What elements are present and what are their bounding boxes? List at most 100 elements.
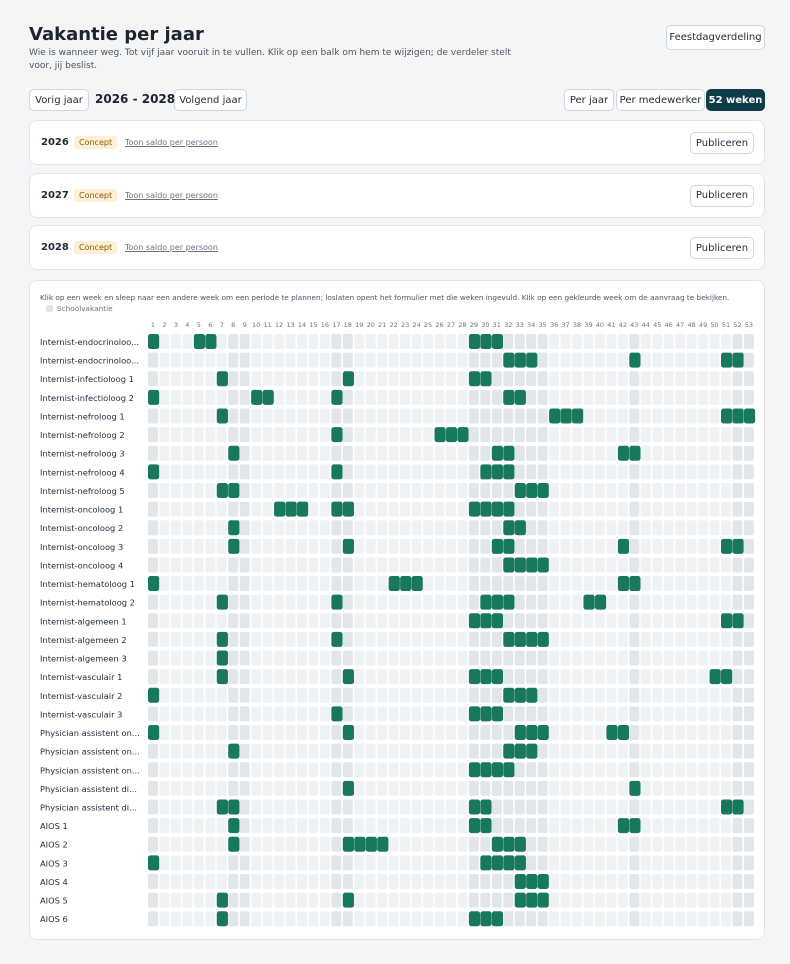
empty-week[interactable] bbox=[721, 464, 731, 480]
school-week[interactable] bbox=[629, 743, 640, 759]
empty-week[interactable] bbox=[709, 538, 720, 554]
school-week[interactable] bbox=[342, 743, 353, 759]
empty-week[interactable] bbox=[354, 631, 365, 647]
booked-week[interactable] bbox=[480, 613, 492, 629]
school-week[interactable] bbox=[743, 743, 754, 759]
empty-week[interactable] bbox=[388, 650, 399, 666]
school-week[interactable] bbox=[514, 576, 525, 592]
empty-week[interactable] bbox=[285, 650, 296, 666]
school-week[interactable] bbox=[732, 706, 743, 722]
school-week[interactable] bbox=[331, 873, 342, 889]
empty-week[interactable] bbox=[182, 482, 193, 498]
empty-week[interactable] bbox=[698, 743, 709, 759]
school-week[interactable] bbox=[331, 855, 342, 871]
empty-week[interactable] bbox=[205, 687, 216, 703]
empty-week[interactable] bbox=[709, 408, 720, 424]
school-week[interactable] bbox=[629, 501, 640, 517]
empty-week[interactable] bbox=[434, 687, 445, 703]
school-week[interactable] bbox=[743, 464, 754, 480]
empty-week[interactable] bbox=[721, 427, 731, 443]
booked-week[interactable] bbox=[388, 576, 400, 592]
empty-week[interactable] bbox=[606, 538, 617, 554]
empty-week[interactable] bbox=[296, 576, 307, 592]
school-week[interactable] bbox=[491, 725, 502, 741]
empty-week[interactable] bbox=[686, 520, 697, 536]
empty-week[interactable] bbox=[377, 818, 388, 834]
empty-week[interactable] bbox=[445, 743, 456, 759]
empty-week[interactable] bbox=[296, 334, 307, 349]
view-button[interactable]: Per medewerker bbox=[616, 89, 705, 111]
empty-week[interactable] bbox=[560, 352, 571, 368]
empty-week[interactable] bbox=[193, 501, 204, 517]
school-week[interactable] bbox=[148, 836, 158, 852]
booked-week[interactable] bbox=[480, 334, 492, 349]
empty-week[interactable] bbox=[216, 557, 227, 573]
school-week[interactable] bbox=[480, 408, 491, 424]
empty-week[interactable] bbox=[434, 911, 445, 927]
empty-week[interactable] bbox=[216, 538, 227, 554]
school-week[interactable] bbox=[537, 613, 548, 629]
empty-week[interactable] bbox=[365, 706, 376, 722]
school-week[interactable] bbox=[239, 706, 250, 722]
empty-week[interactable] bbox=[663, 501, 674, 517]
empty-week[interactable] bbox=[170, 352, 181, 368]
booked-week[interactable] bbox=[228, 743, 240, 759]
empty-week[interactable] bbox=[251, 501, 262, 517]
empty-week[interactable] bbox=[640, 743, 651, 759]
empty-week[interactable] bbox=[182, 389, 193, 405]
empty-week[interactable] bbox=[640, 687, 651, 703]
booked-week[interactable] bbox=[514, 631, 526, 647]
empty-week[interactable] bbox=[354, 464, 365, 480]
empty-week[interactable] bbox=[400, 911, 411, 927]
empty-week[interactable] bbox=[652, 706, 663, 722]
empty-week[interactable] bbox=[594, 334, 605, 349]
empty-week[interactable] bbox=[411, 743, 422, 759]
empty-week[interactable] bbox=[572, 352, 583, 368]
empty-week[interactable] bbox=[400, 799, 411, 815]
booked-week[interactable] bbox=[468, 911, 481, 927]
empty-week[interactable] bbox=[377, 650, 388, 666]
school-week[interactable] bbox=[743, 669, 754, 685]
empty-week[interactable] bbox=[423, 464, 434, 480]
empty-week[interactable] bbox=[640, 408, 651, 424]
school-week[interactable] bbox=[468, 650, 479, 666]
empty-week[interactable] bbox=[560, 855, 571, 871]
empty-week[interactable] bbox=[549, 911, 560, 927]
school-week[interactable] bbox=[743, 613, 754, 629]
empty-week[interactable] bbox=[216, 389, 227, 405]
school-week[interactable] bbox=[503, 371, 514, 387]
empty-week[interactable] bbox=[640, 445, 651, 461]
empty-week[interactable] bbox=[170, 725, 181, 741]
empty-week[interactable] bbox=[617, 669, 628, 685]
empty-week[interactable] bbox=[388, 464, 399, 480]
school-week[interactable] bbox=[732, 371, 743, 387]
empty-week[interactable] bbox=[583, 687, 594, 703]
empty-week[interactable] bbox=[205, 725, 216, 741]
empty-week[interactable] bbox=[572, 501, 583, 517]
empty-week[interactable] bbox=[159, 799, 170, 815]
empty-week[interactable] bbox=[182, 892, 193, 908]
school-week[interactable] bbox=[239, 836, 250, 852]
empty-week[interactable] bbox=[285, 892, 296, 908]
empty-week[interactable] bbox=[594, 762, 605, 778]
empty-week[interactable] bbox=[193, 669, 204, 685]
school-week[interactable] bbox=[228, 687, 239, 703]
booked-week[interactable] bbox=[629, 352, 641, 368]
empty-week[interactable] bbox=[411, 613, 422, 629]
empty-week[interactable] bbox=[617, 613, 628, 629]
booked-week[interactable] bbox=[216, 482, 228, 498]
empty-week[interactable] bbox=[400, 669, 411, 685]
empty-week[interactable] bbox=[400, 613, 411, 629]
school-week[interactable] bbox=[503, 334, 514, 349]
empty-week[interactable] bbox=[560, 706, 571, 722]
empty-week[interactable] bbox=[251, 650, 262, 666]
empty-week[interactable] bbox=[675, 631, 686, 647]
empty-week[interactable] bbox=[434, 389, 445, 405]
school-week[interactable] bbox=[491, 799, 502, 815]
school-week[interactable] bbox=[239, 371, 250, 387]
empty-week[interactable] bbox=[698, 911, 709, 927]
school-week[interactable] bbox=[743, 855, 754, 871]
school-week[interactable] bbox=[331, 762, 342, 778]
school-week[interactable] bbox=[629, 706, 640, 722]
empty-week[interactable] bbox=[549, 613, 560, 629]
